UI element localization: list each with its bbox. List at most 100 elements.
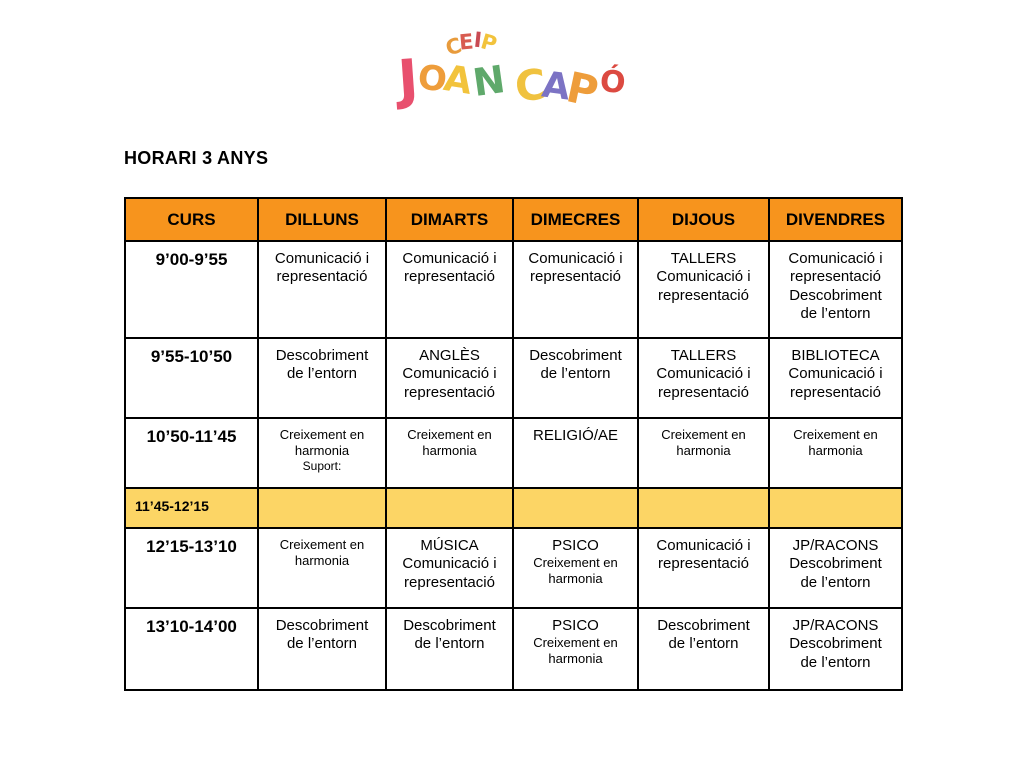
logo-letter: J [395,47,421,112]
schedule-cell: ANGLÈS Comunicació i representació [385,337,514,419]
schedule-cell: Descobriment de l’entorn [637,607,770,691]
cell-line: Creixement en [533,555,618,571]
schedule-cell: Creixement en harmonia [637,417,770,489]
cell-line: Descobriment [789,286,882,304]
header-cell-dijous: DIJOUS [637,197,770,242]
cell-line: representació [404,573,495,591]
cell-line: de l’entorn [800,573,871,591]
cell-line: Descobriment [789,635,882,653]
cell-line: PSICO [552,537,599,554]
cell-line: harmonia [294,442,350,458]
schedule-cell: PSICO Creixement en harmonia [512,607,639,691]
cell-line: RELIGIÓ/AE [532,427,619,444]
table-row: 10’50-11’45 Creixement en harmonia Suport: C… [124,417,903,489]
schedule-cell: PSICO Creixement en harmonia [512,527,639,609]
cell-line: Creixement en [661,427,746,442]
cell-line: Comunicació i [788,365,883,383]
logo-letter: Ó [598,64,627,101]
schedule-cell [768,487,903,529]
time-cell: 11’45-12’15 [124,487,259,529]
header-cell-dimecres: DIMECRES [512,197,639,242]
school-logo: CEIP JOAN CAPÓ [396,26,627,122]
cell-line: harmonia [422,442,477,458]
cell-line: Descobriment [403,617,496,634]
time-cell: 10’50-11’45 [124,417,259,489]
cell-line: Comunicació i [402,250,497,267]
schedule-cell: Comunicació i representació [512,240,639,339]
cell-line: de l’entorn [800,653,871,671]
schedule-cell: Creixement en harmonia [768,417,903,489]
table-row: 12’15-13’10 Creixement en harmonia MÚSICA Co… [124,527,903,609]
cell-line: JP/RACONS [792,537,879,554]
cell-line: MÚSICA [420,537,479,554]
schedule-table: CURS DILLUNS DIMARTS DIMECRES DIJOUS DIV… [124,197,903,691]
cell-line: representació [790,268,881,286]
page-title: HORARI 3 ANYS [124,148,269,168]
schedule-cell [512,487,639,529]
cell-line: Descobriment [275,617,369,634]
schedule-cell: JP/RACONS Descobriment de l’entorn [768,527,903,609]
cell-line: de l’entorn [286,635,358,653]
cell-line: Descobriment [657,617,750,634]
cell-line: representació [790,383,881,401]
schedule-cell: Comunicació i representació [637,527,770,609]
header-cell-dimarts: DIMARTS [385,197,514,242]
schedule-cell: Creixement en harmonia Suport: [257,417,387,489]
table-row: 9’00-9’55 Comunicació i representació Comun… [124,240,903,339]
cell-line: Comunicació i [656,268,751,286]
cell-line: PSICO [552,617,599,634]
cell-line: ANGLÈS [419,347,480,364]
schedule-cell [385,487,514,529]
cell-line: Descobriment [529,347,622,364]
schedule-cell: RELIGIÓ/AE [512,417,639,489]
cell-line: TALLERS [670,347,737,364]
header-cell-curs: CURS [124,197,259,242]
schedule-cell: Descobriment de l’entorn [257,337,387,419]
schedule-cell: Comunicació i representació [257,240,387,339]
header-row: CURS DILLUNS DIMARTS DIMECRES DIJOUS DIV… [124,197,903,242]
header-cell-divendres: DIVENDRES [768,197,903,242]
cell-line: Creixement en [279,427,365,442]
schedule-cell: Comunicació i representació [385,240,514,339]
schedule-cell [637,487,770,529]
cell-line: Descobriment [275,347,369,364]
schedule-body: 9’00-9’55 Comunicació i representació Comun… [124,240,903,691]
cell-line: representació [404,268,495,286]
schedule-cell [257,487,387,529]
schedule-cell: MÚSICA Comunicació i representació [385,527,514,609]
cell-line: Comunicació i [656,537,751,554]
schedule-cell: BIBLIOTECA Comunicació i representació [768,337,903,419]
header-cell-dilluns: DILLUNS [257,197,387,242]
time-cell: 12’15-13’10 [124,527,259,609]
schedule-cell: TALLERS Comunicació i representació [637,240,770,339]
cell-line: representació [404,383,495,401]
cell-line: Creixement en [407,427,492,442]
table-row: 13’10-14’00 Descobriment de l’entorn Descob… [124,607,903,691]
cell-line: BIBLIOTECA [791,347,880,364]
cell-line: Comunicació i [656,365,751,383]
cell-line: Creixement en [793,427,878,442]
schedule-cell: Descobriment de l’entorn [512,337,639,419]
cell-line: representació [530,268,621,286]
cell-line: Comunicació i [402,365,497,383]
cell-line: harmonia [676,442,731,458]
cell-line: Comunicació i [402,555,497,573]
cell-line: Creixement en [533,635,618,651]
schedule-cell: Comunicació i representació Descobriment de… [768,240,903,339]
time-cell: 9’00-9’55 [124,240,259,339]
logo-joan-capo-text: JOAN CAPÓ [395,47,627,116]
time-cell: 9’55-10’50 [124,337,259,419]
cell-line: Comunicació i [274,250,370,267]
table-row: 9’55-10’50 Descobriment de l’entorn ANGLÈS C… [124,337,903,419]
cell-line: de l’entorn [414,635,485,653]
cell-line: representació [276,268,368,286]
cell-line: de l’entorn [540,365,611,383]
cell-line: representació [658,383,749,401]
cell-line: Comunicació i [528,250,623,267]
cell-line: Suport: [302,458,342,473]
logo-letter: N [469,57,508,105]
cell-line: harmonia [548,651,603,667]
cell-line: Creixement en [279,537,365,552]
cell-line: harmonia [808,442,863,458]
time-cell: 13’10-14’00 [124,607,259,691]
